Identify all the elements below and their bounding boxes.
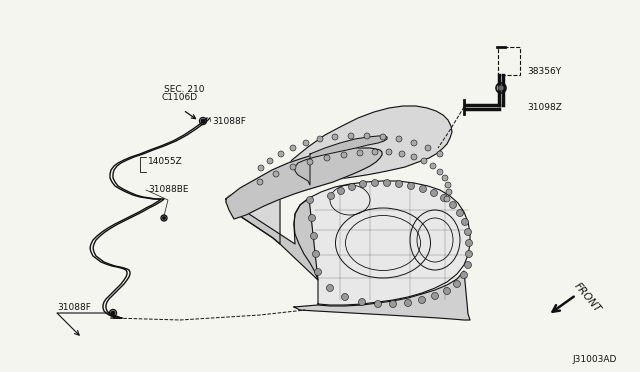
Circle shape xyxy=(372,149,378,155)
Circle shape xyxy=(425,145,431,151)
Text: 31098Z: 31098Z xyxy=(527,103,562,112)
Circle shape xyxy=(349,183,355,190)
Circle shape xyxy=(278,151,284,157)
Circle shape xyxy=(430,163,436,169)
Circle shape xyxy=(290,164,296,170)
Circle shape xyxy=(258,165,264,171)
Circle shape xyxy=(314,269,321,276)
Text: 14055Z: 14055Z xyxy=(148,157,183,167)
Circle shape xyxy=(442,175,448,181)
Polygon shape xyxy=(226,198,318,280)
Circle shape xyxy=(317,136,323,142)
Circle shape xyxy=(380,134,386,140)
Circle shape xyxy=(437,151,443,157)
Circle shape xyxy=(444,288,451,295)
Circle shape xyxy=(308,215,316,221)
Circle shape xyxy=(310,232,317,240)
Circle shape xyxy=(411,154,417,160)
Circle shape xyxy=(303,140,309,146)
Circle shape xyxy=(273,171,279,177)
Text: J31003AD: J31003AD xyxy=(573,356,617,365)
Polygon shape xyxy=(226,148,382,219)
Circle shape xyxy=(404,299,412,307)
Circle shape xyxy=(461,272,467,279)
Circle shape xyxy=(465,262,472,269)
Circle shape xyxy=(461,218,468,225)
Circle shape xyxy=(341,152,347,158)
Circle shape xyxy=(364,133,370,139)
Circle shape xyxy=(267,158,273,164)
Circle shape xyxy=(465,228,472,235)
Circle shape xyxy=(445,182,451,188)
Circle shape xyxy=(201,119,205,123)
Circle shape xyxy=(111,311,115,315)
Circle shape xyxy=(498,85,504,91)
Circle shape xyxy=(328,192,335,199)
Circle shape xyxy=(419,186,426,192)
Circle shape xyxy=(326,285,333,292)
Text: C1106D: C1106D xyxy=(162,93,198,103)
Circle shape xyxy=(396,136,402,142)
Circle shape xyxy=(421,158,427,164)
Circle shape xyxy=(312,250,319,257)
Circle shape xyxy=(399,151,405,157)
Text: 31088F: 31088F xyxy=(212,116,246,125)
Circle shape xyxy=(358,298,365,305)
Circle shape xyxy=(307,159,313,165)
Circle shape xyxy=(332,134,338,140)
Circle shape xyxy=(437,169,443,175)
Polygon shape xyxy=(295,136,387,185)
Polygon shape xyxy=(294,271,470,320)
Circle shape xyxy=(431,292,438,299)
Circle shape xyxy=(374,301,381,308)
Circle shape xyxy=(465,240,472,247)
Circle shape xyxy=(257,179,263,185)
Circle shape xyxy=(449,202,456,208)
Circle shape xyxy=(396,180,403,187)
Circle shape xyxy=(440,195,447,202)
Circle shape xyxy=(456,209,463,217)
Circle shape xyxy=(371,180,378,186)
Circle shape xyxy=(444,196,450,202)
Circle shape xyxy=(357,150,363,156)
Circle shape xyxy=(390,301,397,308)
Circle shape xyxy=(419,296,426,304)
Text: 38356Y: 38356Y xyxy=(527,67,561,77)
Circle shape xyxy=(383,180,390,186)
Circle shape xyxy=(360,180,367,187)
Circle shape xyxy=(162,216,166,220)
Text: FRONT: FRONT xyxy=(572,281,602,315)
Circle shape xyxy=(324,155,330,161)
Circle shape xyxy=(307,196,314,203)
Circle shape xyxy=(431,189,438,196)
Circle shape xyxy=(408,183,415,189)
Polygon shape xyxy=(294,181,470,305)
Circle shape xyxy=(348,133,354,139)
Circle shape xyxy=(337,187,344,195)
Text: 31088BE: 31088BE xyxy=(148,186,189,195)
Circle shape xyxy=(342,294,349,301)
Circle shape xyxy=(386,149,392,155)
Polygon shape xyxy=(226,106,452,244)
Text: 31088F: 31088F xyxy=(57,302,91,311)
Circle shape xyxy=(411,140,417,146)
Circle shape xyxy=(465,250,472,257)
Text: SEC. 210: SEC. 210 xyxy=(164,86,205,94)
Circle shape xyxy=(454,280,461,288)
Circle shape xyxy=(446,189,452,195)
Circle shape xyxy=(290,145,296,151)
